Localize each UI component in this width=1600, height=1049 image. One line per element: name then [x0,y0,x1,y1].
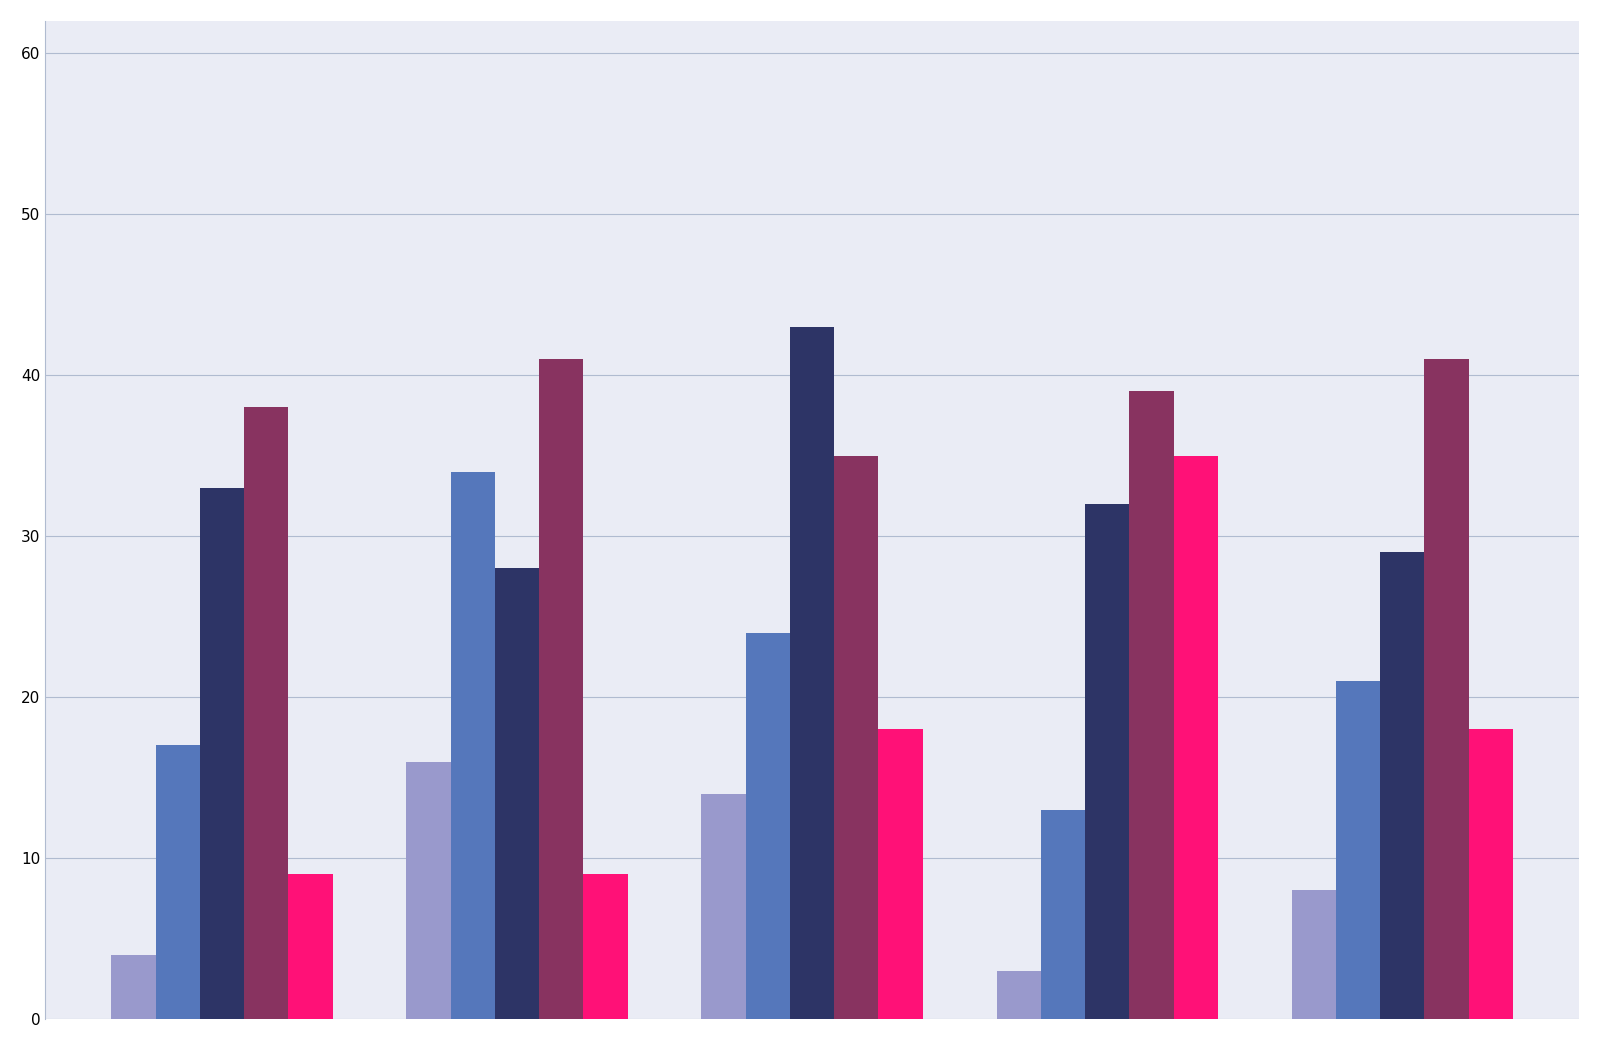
Bar [997,971,1040,1020]
Bar [494,569,539,1020]
Bar [746,633,790,1020]
Bar [112,955,155,1020]
Bar [1424,359,1469,1020]
Bar [1173,455,1218,1020]
Bar [701,794,746,1020]
Bar [1085,504,1130,1020]
Bar [1291,891,1336,1020]
Bar [584,874,627,1020]
Bar [155,746,200,1020]
Bar [878,729,923,1020]
Bar [1381,552,1424,1020]
Bar [834,455,878,1020]
Bar [539,359,584,1020]
Bar [1336,681,1381,1020]
Bar [288,874,333,1020]
Bar [1469,729,1512,1020]
Bar [245,407,288,1020]
Bar [451,472,494,1020]
Bar [1040,810,1085,1020]
Bar [406,762,451,1020]
Bar [790,327,834,1020]
Bar [200,488,245,1020]
Bar [1130,391,1173,1020]
